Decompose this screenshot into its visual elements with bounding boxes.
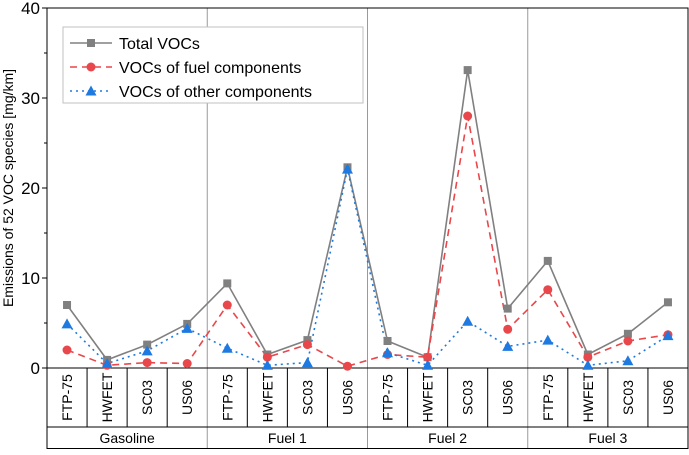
data-point-triangle — [261, 359, 273, 370]
x-group-label: Gasoline — [99, 430, 154, 446]
x-category-label: HWFET — [580, 372, 596, 422]
data-point-square — [463, 66, 472, 75]
series-line — [66, 69, 669, 361]
data-point-square — [503, 304, 512, 313]
data-point-square — [623, 329, 632, 338]
x-category-label: HWFET — [99, 372, 115, 422]
x-category-label: SC03 — [460, 380, 476, 415]
data-point-circle — [262, 352, 272, 362]
data-point-triangle — [181, 322, 193, 333]
data-point-circle — [142, 358, 152, 368]
y-tick-label: 0 — [31, 359, 40, 378]
data-point-triangle — [221, 342, 233, 353]
data-point-triangle — [141, 345, 153, 356]
x-category-label: SC03 — [139, 380, 155, 415]
data-point-circle — [463, 111, 473, 121]
legend-box — [62, 26, 364, 104]
data-point-circle — [302, 340, 312, 350]
legend-label: Total VOCs — [119, 36, 200, 53]
data-point-triangle — [341, 163, 353, 174]
data-point-circle — [543, 285, 553, 295]
data-point-square — [663, 298, 672, 307]
y-tick-label: 30 — [21, 89, 40, 108]
data-point-square — [383, 337, 392, 345]
data-point-triangle — [422, 359, 434, 370]
data-point-square — [63, 301, 72, 309]
x-category-label: US06 — [660, 380, 676, 415]
data-point-triangle — [502, 340, 514, 351]
x-group-label: Fuel 3 — [588, 430, 627, 446]
series-line — [66, 168, 669, 367]
y-tick-label: 20 — [21, 179, 40, 198]
y-axis-label: Emissions of 52 VOC species [mg/km] — [0, 69, 16, 307]
x-category-label: HWFET — [420, 372, 436, 422]
data-point-triangle — [462, 315, 474, 326]
data-point-circle — [583, 352, 593, 362]
data-point-triangle — [582, 359, 594, 370]
series-line — [66, 115, 669, 368]
data-point-circle — [342, 361, 352, 371]
data-point-triangle — [382, 347, 394, 358]
data-point-triangle — [622, 355, 634, 366]
data-point-triangle — [542, 334, 554, 345]
data-point-circle — [503, 324, 513, 334]
legend-label: VOCs of fuel components — [119, 60, 301, 77]
y-tick-label: 10 — [21, 269, 40, 288]
data-point-square — [543, 256, 552, 265]
x-group-label: Fuel 2 — [428, 430, 467, 446]
data-point-triangle — [662, 330, 674, 341]
x-group-label: Fuel 1 — [268, 430, 307, 446]
x-category-label: FTP-75 — [380, 374, 396, 421]
x-category-label: US06 — [179, 380, 195, 415]
data-point-circle — [62, 345, 72, 355]
data-point-triangle — [301, 357, 313, 368]
legend-marker-triangle — [85, 85, 97, 96]
data-point-triangle — [61, 318, 73, 329]
data-point-square — [223, 279, 232, 288]
x-category-label: FTP-75 — [59, 374, 75, 421]
data-point-circle — [182, 359, 192, 368]
x-category-label: SC03 — [620, 380, 636, 415]
x-category-label: SC03 — [299, 380, 315, 415]
data-point-circle — [222, 300, 232, 310]
x-category-label: US06 — [500, 380, 516, 415]
data-point-circle — [623, 336, 633, 346]
data-point-square — [143, 340, 152, 349]
legend-marker-circle — [86, 62, 96, 72]
x-category-label: HWFET — [259, 372, 275, 422]
y-tick-label: 40 — [21, 0, 40, 18]
legend-marker-square — [87, 39, 95, 47]
x-category-label: FTP-75 — [540, 374, 556, 421]
data-point-circle — [423, 352, 433, 362]
legend-label: VOCs of other components — [119, 84, 312, 101]
data-point-triangle — [101, 358, 113, 368]
x-category-label: US06 — [339, 380, 355, 415]
x-category-label: FTP-75 — [219, 374, 235, 421]
